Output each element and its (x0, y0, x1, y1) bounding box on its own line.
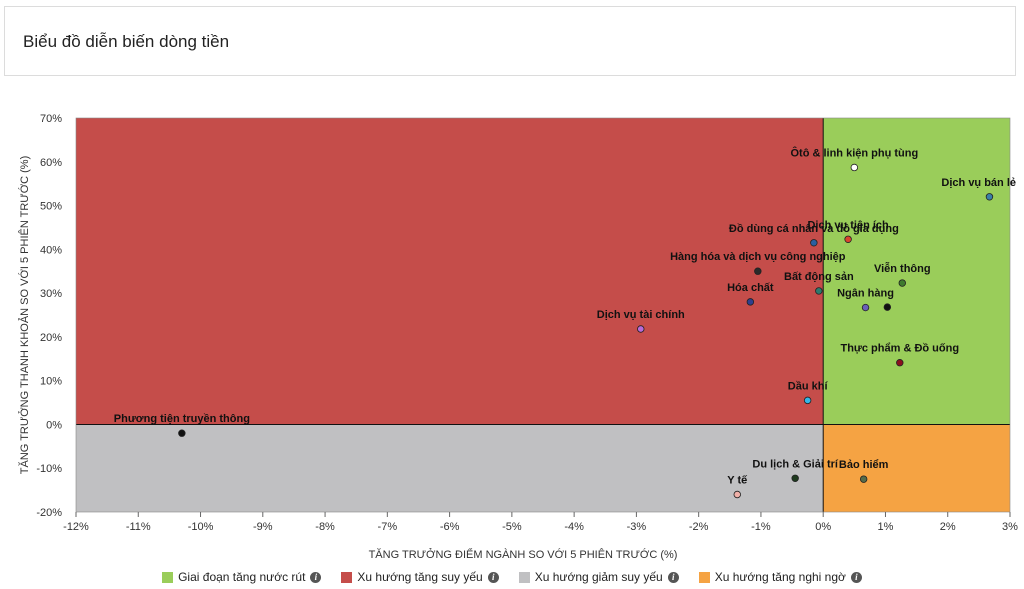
legend-swatch (518, 571, 530, 583)
data-point[interactable] (637, 325, 645, 333)
x-tick-label: -2% (689, 521, 709, 533)
info-icon[interactable]: i (850, 571, 862, 583)
data-point[interactable] (896, 359, 904, 367)
data-point[interactable] (803, 396, 812, 405)
data-point[interactable] (844, 235, 852, 243)
legend-swatch (162, 571, 174, 583)
data-point[interactable] (898, 279, 906, 287)
y-tick-label: 0% (46, 419, 62, 431)
legend-item-accelerating[interactable]: Giai đoạn tăng nước rút i (162, 567, 322, 587)
data-label: Dịch vụ tiện ích (807, 219, 889, 231)
data-label: Đồ dùng cá nhân và đồ gia dụng (729, 223, 899, 235)
legend-item-weakening-uptrend[interactable]: Xu hướng tăng suy yếu i (341, 567, 499, 587)
y-tick-label: 30% (40, 288, 62, 300)
x-tick-label: -3% (627, 521, 647, 533)
data-label: Dịch vụ tài chính (597, 309, 685, 321)
x-tick-label: -1% (751, 521, 771, 533)
legend-item-weakening-downtrend[interactable]: Xu hướng giảm suy yếu i (518, 567, 679, 587)
data-label: Hàng hóa và dịch vụ công nghiệp (670, 251, 846, 263)
page-title: Biểu đồ diễn biến dòng tiền (23, 32, 230, 51)
data-label: Thực phẩm & Đồ uống (840, 343, 959, 355)
data-label: Bảo hiểm (839, 459, 889, 471)
info-icon[interactable]: i (667, 571, 679, 583)
x-tick-label: -12% (63, 521, 89, 533)
info-icon[interactable]: i (487, 571, 499, 583)
x-tick-label: 0% (815, 521, 831, 533)
x-axis-title: TĂNG TRƯỞNG ĐIỂM NGÀNH SO VỚI 5 PHIÊN TR… (369, 548, 678, 561)
chart-legend: Giai đoạn tăng nước rút i Xu hướng tăng … (0, 567, 1024, 587)
data-label: Phương tiện truyền thông (114, 413, 250, 425)
y-axis-title: TĂNG TRƯỞNG THANH KHOẢN SO VỚI 5 PHIÊN T… (18, 156, 31, 474)
data-point[interactable] (815, 287, 823, 295)
data-label: Ngân hàng (837, 288, 894, 300)
x-tick-label: -5% (502, 521, 522, 533)
legend-swatch (341, 571, 353, 583)
chart-header: Biểu đồ diễn biến dòng tiền (4, 6, 1016, 76)
plot-border (75, 117, 1011, 513)
data-point[interactable] (985, 193, 994, 201)
data-point[interactable] (810, 239, 818, 247)
x-tick-label: 1% (878, 521, 894, 533)
data-point[interactable] (883, 303, 892, 311)
x-tick-label: -10% (188, 521, 214, 533)
x-tick-label: -11% (126, 521, 151, 533)
cash-flow-scatter-chart: -12% -11% -10% -9% -8% -7% -6% -5% -4% -3% -2% -1% 0… (18, 113, 1018, 561)
data-label: Bất động sản (784, 271, 854, 283)
legend-label: Xu hướng giảm suy yếu (534, 570, 663, 584)
quadrant-top-left (76, 118, 824, 425)
x-tick-label: -6% (440, 521, 460, 533)
data-point[interactable] (859, 475, 868, 483)
x-tick-label: 3% (1002, 521, 1018, 533)
y-tick-label: 10% (40, 376, 62, 388)
data-point[interactable] (754, 267, 762, 275)
y-tick-label: 60% (40, 157, 62, 169)
data-point[interactable] (850, 163, 859, 172)
data-label: Y tế (727, 474, 748, 486)
x-tick-label: -7% (378, 521, 398, 533)
data-point[interactable] (861, 303, 870, 312)
data-point[interactable] (733, 490, 741, 499)
x-tick-label: -4% (564, 521, 584, 533)
data-label: Dầu khí (788, 380, 829, 392)
y-tick-label: 70% (40, 113, 62, 125)
data-label: Dịch vụ bán lẻ (941, 177, 1016, 189)
y-tick-label: -20% (36, 507, 62, 519)
legend-item-doubtful-uptrend[interactable]: Xu hướng tăng nghi ngờ i (698, 567, 862, 587)
legend-label: Xu hướng tăng nghi ngờ (714, 570, 846, 584)
data-point[interactable] (791, 474, 799, 482)
x-tick-label: 2% (940, 521, 956, 533)
data-label: Ôtô & linh kiện phụ tùng (790, 146, 918, 159)
data-label: Du lịch & Giải trí (752, 458, 839, 470)
quadrant-bottom-right (823, 424, 1010, 512)
y-tick-label: 40% (40, 244, 62, 256)
data-point[interactable] (746, 298, 755, 306)
data-label: Hóa chất (727, 282, 774, 294)
quadrant-bottom-left (76, 424, 824, 512)
legend-swatch (698, 571, 710, 583)
legend-label: Xu hướng tăng suy yếu (357, 570, 483, 584)
x-tick-label: -8% (315, 521, 335, 533)
y-tick-label: 20% (40, 332, 62, 344)
x-tick-label: -9% (253, 521, 273, 533)
y-tick-label: -10% (36, 463, 62, 475)
info-icon[interactable]: i (310, 571, 322, 583)
data-point[interactable] (178, 429, 186, 437)
legend-label: Giai đoạn tăng nước rút (178, 570, 306, 584)
y-tick-label: 50% (40, 201, 62, 213)
data-label: Viễn thông (874, 262, 931, 275)
